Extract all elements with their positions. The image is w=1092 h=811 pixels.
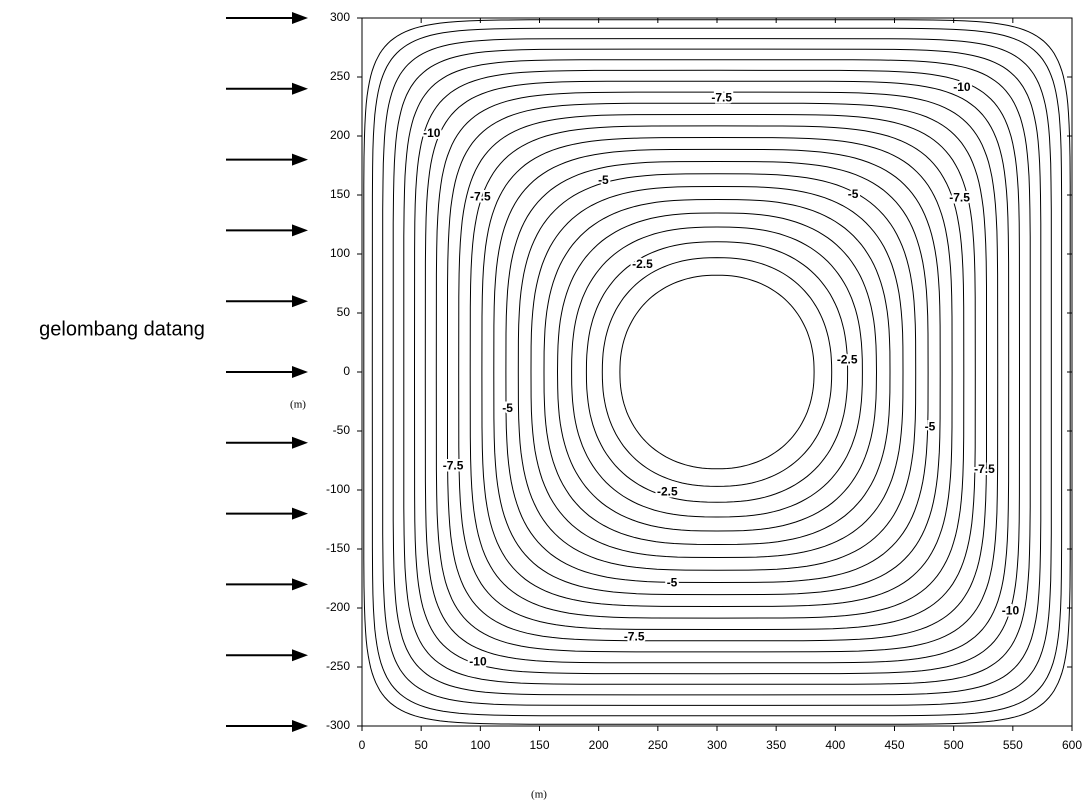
contour-line (481, 136, 953, 608)
contour-line (363, 19, 1071, 725)
x-tick-label: 400 (825, 738, 845, 752)
y-tick-label: 250 (330, 69, 350, 83)
contour-line (435, 91, 999, 653)
contour-label: -10 (423, 126, 441, 140)
contour-line (392, 48, 1042, 696)
contour-line (469, 125, 965, 619)
contour-label: -10 (469, 654, 487, 668)
y-tick-label: 0 (343, 364, 350, 378)
arrow-head (292, 224, 308, 237)
x-tick-label: 300 (707, 738, 727, 752)
contour-label: -5 (667, 575, 678, 589)
y-tick-label: -100 (326, 482, 350, 496)
contour-line (585, 241, 849, 503)
arrow-head (292, 436, 308, 449)
contour-label: -7.5 (974, 462, 995, 476)
contour-line (493, 148, 941, 596)
y-axis-label: (m) (290, 399, 306, 411)
contour-label: -5 (598, 173, 609, 187)
arrow-head (292, 12, 308, 24)
x-tick-label: 450 (884, 738, 904, 752)
y-tick-label: 50 (337, 305, 351, 319)
y-tick-label: -250 (326, 659, 350, 673)
x-tick-label: 350 (766, 738, 786, 752)
wave-arrows (226, 12, 308, 732)
contour-line (371, 27, 1063, 717)
y-tick-label: -50 (333, 423, 351, 437)
arrow-head (292, 649, 308, 662)
contour-label: -5 (925, 420, 936, 434)
x-tick-label: 500 (944, 738, 964, 752)
contour-line (382, 38, 1052, 706)
y-tick-label: -150 (326, 541, 350, 555)
arrow-head (292, 82, 308, 95)
arrow-head (292, 578, 308, 591)
contour-line (601, 257, 833, 487)
contour-line (413, 69, 1021, 675)
contour-label: -2.5 (657, 485, 678, 499)
contour-line (530, 185, 904, 559)
contour-label: -7.5 (624, 630, 645, 644)
contour-line (619, 274, 815, 470)
y-tick-label: 300 (330, 10, 350, 24)
x-tick-label: 150 (529, 738, 549, 752)
annotation: gelombang datang (39, 318, 205, 340)
x-tick-label: 250 (648, 738, 668, 752)
contour-label: -7.5 (711, 90, 732, 104)
contour-line (543, 198, 891, 546)
arrow-head (292, 720, 308, 732)
y-tick-label: 100 (330, 246, 350, 260)
contour-line (556, 212, 878, 532)
x-tick-label: 50 (414, 738, 428, 752)
contour-label: -7.5 (949, 191, 970, 205)
contour-label: -7.5 (470, 190, 491, 204)
x-tick-label: 200 (589, 738, 609, 752)
contour-label: -5 (502, 401, 513, 415)
contour-line (447, 102, 987, 642)
contour-line (424, 80, 1010, 664)
contour-line (505, 160, 929, 584)
y-tick-label: -300 (326, 718, 350, 732)
y-tick-label: -200 (326, 600, 350, 614)
contour-line (571, 226, 863, 518)
x-tick-label: 600 (1062, 738, 1082, 752)
contour-line (517, 173, 917, 571)
contour-label: -2.5 (837, 352, 858, 366)
x-tick-label: 0 (359, 738, 366, 752)
arrow-head (292, 366, 308, 378)
contour-label: -10 (1002, 604, 1020, 618)
arrow-head (292, 507, 308, 520)
x-tick-label: 100 (470, 738, 490, 752)
contour-label: -2.5 (632, 257, 653, 271)
contour-line (458, 113, 976, 631)
contour-label: -10 (953, 80, 971, 94)
contour-label: -5 (848, 187, 859, 201)
plot-frame (361, 17, 1073, 727)
x-axis-label: (m) (531, 789, 547, 801)
x-tick-label: 550 (1003, 738, 1023, 752)
contour-line (403, 59, 1031, 685)
y-tick-label: 200 (330, 128, 350, 142)
y-tick-label: 150 (330, 187, 350, 201)
contour-label: -7.5 (443, 459, 464, 473)
arrow-head (292, 153, 308, 166)
arrow-head (292, 295, 308, 308)
